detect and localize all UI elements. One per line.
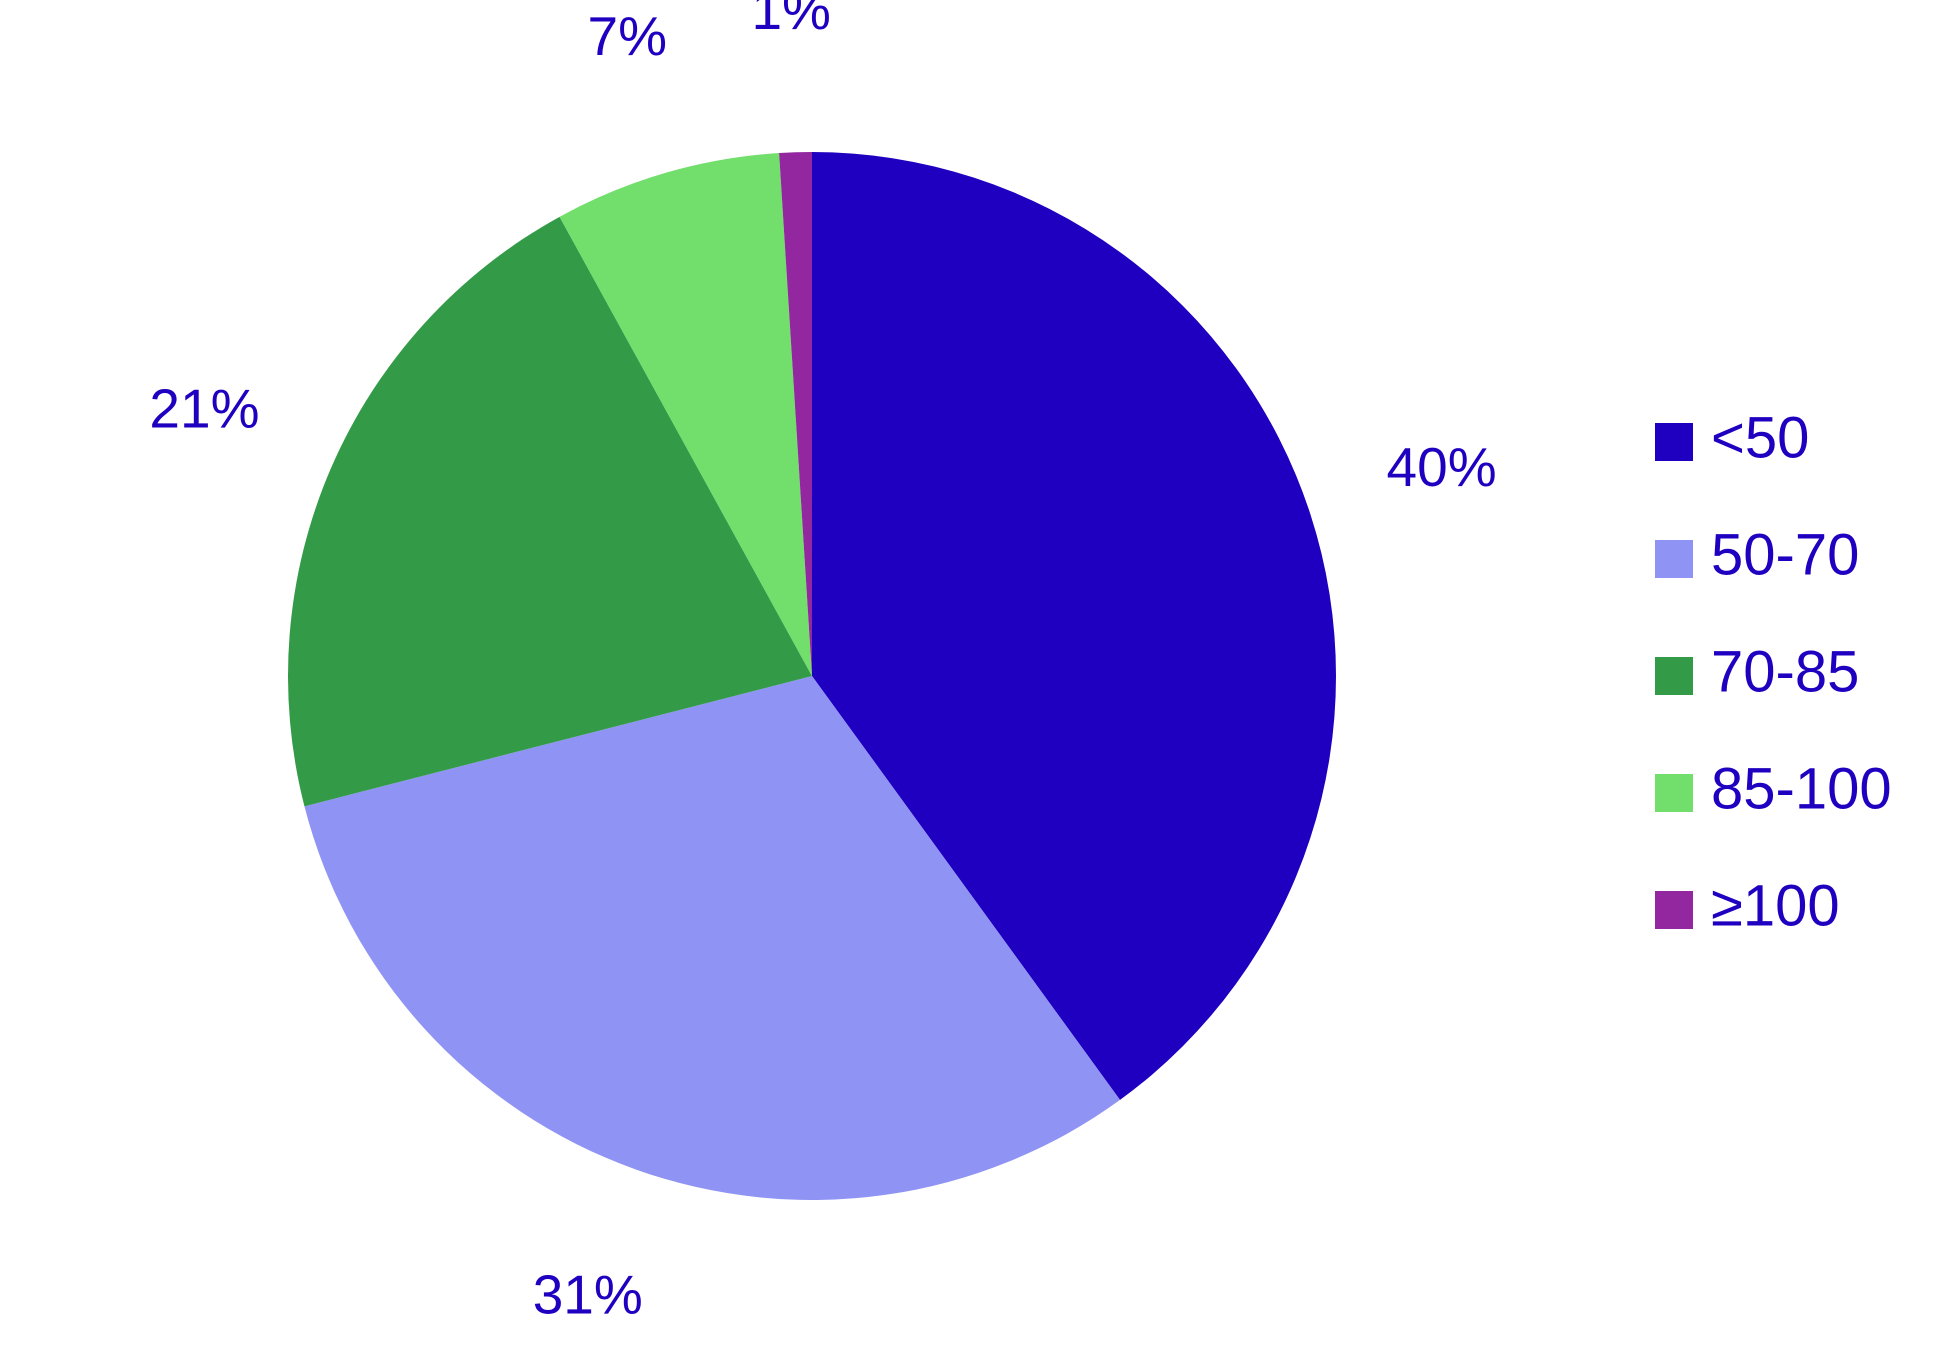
legend-item-70-85: 70-85 bbox=[1655, 639, 1859, 704]
legend-swatch bbox=[1655, 891, 1693, 929]
slice-label-50: 40% bbox=[1387, 436, 1497, 498]
legend-item-50: <50 bbox=[1655, 405, 1809, 470]
slice-label-70-85: 21% bbox=[149, 378, 259, 440]
legend-label: 70-85 bbox=[1711, 639, 1859, 704]
pie-slices bbox=[288, 152, 1337, 1201]
legend-label: ≥100 bbox=[1711, 873, 1840, 938]
legend-label: <50 bbox=[1711, 405, 1809, 470]
pie-slice-70-85 bbox=[288, 216, 812, 807]
pie-slice-50 bbox=[812, 152, 1337, 1100]
legend-swatch bbox=[1655, 657, 1693, 695]
legend-label: 85-100 bbox=[1711, 756, 1892, 821]
slice-label-50-70: 31% bbox=[533, 1263, 643, 1325]
slice-label-85-100: 7% bbox=[588, 5, 668, 67]
legend: <50 50-70 70-85 85-100 ≥100 bbox=[1655, 405, 1892, 938]
legend-swatch bbox=[1655, 423, 1693, 461]
slice-percentage-labels: 40% 31% 21% 7% 1% bbox=[149, 0, 1496, 1325]
legend-item-85-100: 85-100 bbox=[1655, 756, 1892, 821]
legend-item-100: ≥100 bbox=[1655, 873, 1840, 938]
pie-slice-50-70 bbox=[304, 676, 1120, 1201]
legend-item-50-70: 50-70 bbox=[1655, 522, 1859, 587]
pie-slice-85-100 bbox=[559, 153, 812, 676]
legend-label: 50-70 bbox=[1711, 522, 1859, 587]
legend-swatch bbox=[1655, 540, 1693, 578]
slice-label-100: 1% bbox=[751, 0, 831, 41]
pie-slice-100 bbox=[779, 152, 812, 676]
legend-swatch bbox=[1655, 774, 1693, 812]
